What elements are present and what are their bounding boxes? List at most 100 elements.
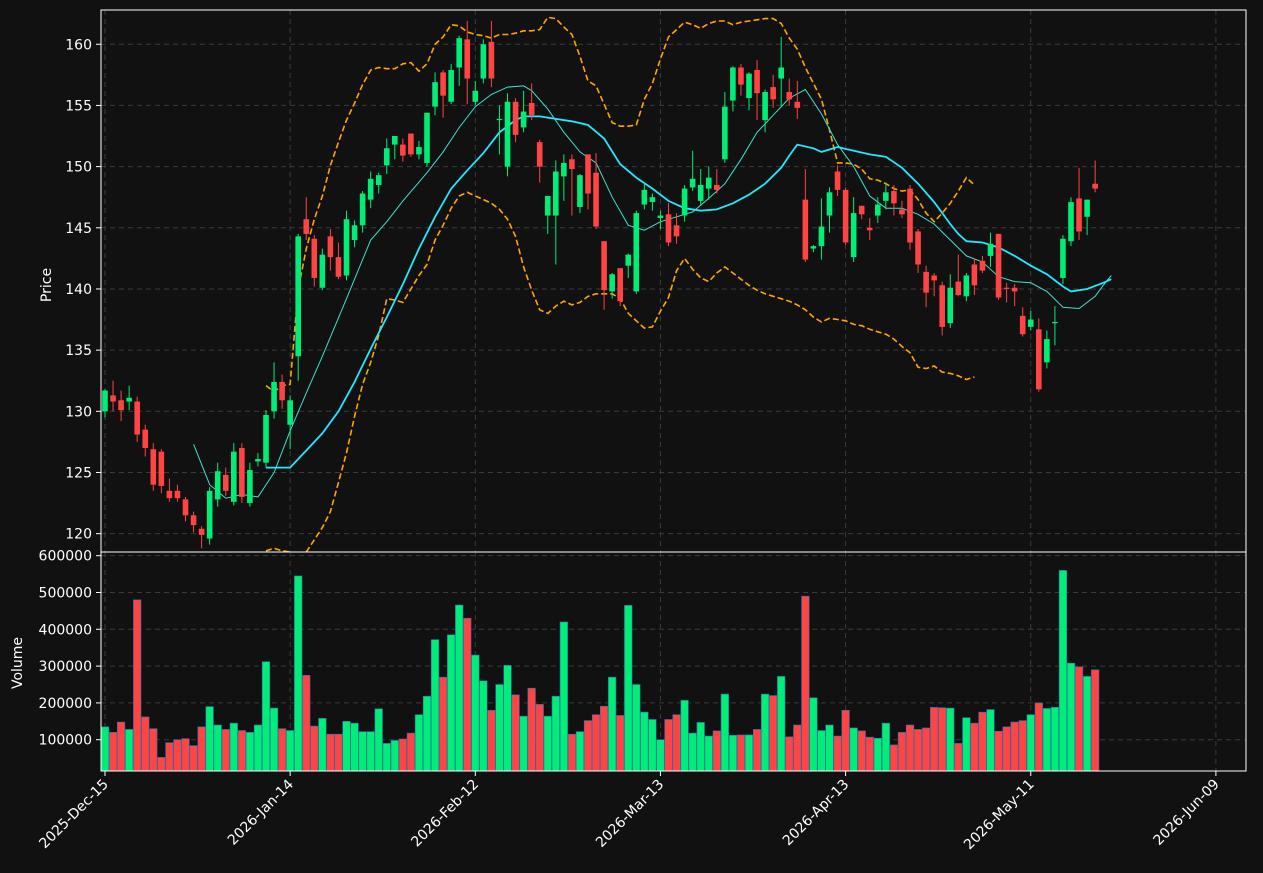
candle-body [891,191,897,204]
volume-bar [946,707,955,771]
volume-bar [1042,708,1051,771]
candle-body [883,192,889,201]
volume-bar [173,739,182,771]
candle-body [174,490,181,499]
volume-bar [881,722,890,771]
volume-bar [1026,714,1035,771]
candle-body [520,111,527,128]
volume-bar [680,700,689,771]
candle-body [858,205,865,215]
candle-body [1027,319,1034,327]
x-tick-label: 2026-Jun-09 [1150,777,1222,849]
candle-body [746,73,752,99]
volume-bar [760,693,770,771]
candle-body [263,414,269,463]
candle-body [1084,199,1090,217]
x-tick-label: 2026-Jan-14 [225,776,297,848]
price-tick-label: 130 [65,404,92,420]
volume-bar [688,732,697,771]
volume-bar [535,704,544,771]
volume-tick-label: 300000 [39,659,92,675]
candle-body [118,400,124,411]
volume-bar [978,711,987,771]
candle-body [102,390,108,412]
short-moving-average-line [193,85,1112,499]
candle-body [206,490,213,539]
candle-body [1068,202,1074,242]
candle-body [231,451,237,502]
volume-bar [253,724,263,771]
candle-body [383,148,390,166]
volume-bar [736,734,746,771]
volume-bar [1010,721,1019,771]
volume-bar [632,684,641,771]
volume-bar [728,734,737,771]
volume-bar [793,724,802,771]
candle-body [778,67,784,79]
volume-bar [591,714,601,771]
candle-body [496,118,503,121]
volume-bar [857,730,866,771]
candle-body [367,178,374,200]
volume-bar [930,707,939,771]
candle-body [593,172,599,227]
volume-bar [1034,702,1043,771]
candle-body [1076,198,1082,232]
volume-bar [809,697,818,771]
candle-body [971,264,978,286]
volume-bar [326,733,335,771]
volume-bar [149,728,158,771]
volume-bar [543,715,552,771]
volume-bar [390,740,399,771]
candle-body [979,260,986,271]
volume-panel-frame [100,551,1247,772]
long-moving-average-line [266,115,1112,469]
candle-body [214,471,221,500]
candle-body [842,189,849,243]
candle-body [689,178,696,188]
candle-body [810,246,817,249]
volume-bar [1083,676,1092,771]
volume-bar [672,714,681,771]
volume-tick-label: 400000 [39,622,92,638]
volume-bar [310,725,319,771]
candle-body [850,213,857,258]
candle-body [222,474,229,491]
x-tick-label: 2026-May-11 [961,777,1038,854]
volume-bar [970,722,979,771]
volume-bar [269,707,279,771]
candle-body [359,193,366,226]
volume-bar [1002,726,1011,771]
candle-body [432,82,438,107]
candle-body [987,243,994,256]
candle-body [907,188,913,243]
candle-body [110,395,116,402]
volume-bar [583,720,593,771]
volume-bar [664,719,673,771]
candle-body [770,87,776,100]
volume-bar [286,730,295,771]
candle-body [440,72,446,96]
volume-bar [414,714,424,771]
volume-bar [696,722,705,771]
price-tick-label: 145 [65,221,92,237]
price-tick-label: 135 [65,343,92,359]
volume-bar [551,695,560,771]
candle-body [190,515,197,526]
candle-body [569,159,575,170]
price-tick-label: 140 [65,282,92,298]
candle-body [247,470,253,504]
candle-body [826,192,833,216]
volume-bar [986,709,995,771]
volume-bar [954,743,963,771]
candle-body [585,154,591,194]
price-tick-label: 160 [65,37,92,53]
candle-body [1044,339,1050,363]
volume-bar [366,731,375,771]
candle-body [802,199,809,260]
volume-bar [503,665,512,771]
candle-body [142,429,149,449]
candle-body [705,177,712,189]
candle-body [528,102,535,116]
